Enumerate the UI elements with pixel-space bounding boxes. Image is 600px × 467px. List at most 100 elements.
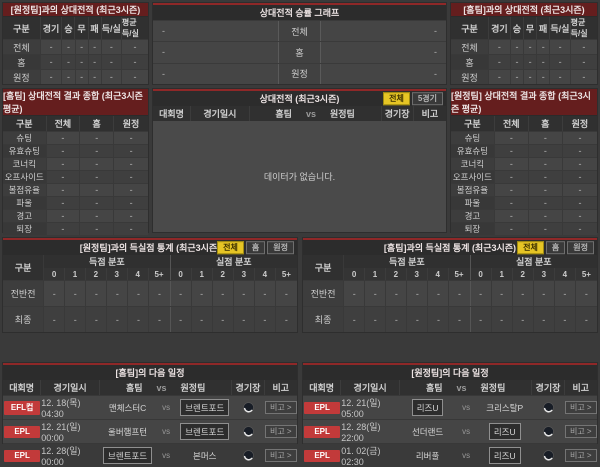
stadium-cell	[232, 396, 264, 419]
home-team: 울버햄프턴	[100, 423, 155, 440]
stadium-icon[interactable]	[543, 450, 554, 461]
note-button[interactable]: 비고 >	[564, 448, 597, 463]
filter-button[interactable]: 전체	[217, 240, 244, 255]
bins-conceded: 0 1 2 3 4 5+	[471, 268, 597, 280]
schedule-rows: EPL 12. 21(일) 05:00 리즈U vs 크리스탈P 비고 >	[303, 395, 597, 467]
filter-button[interactable]: 전체	[383, 91, 410, 106]
stat-value: -	[80, 158, 115, 170]
row-label: 최종	[3, 306, 44, 332]
note-button[interactable]: 비고 >	[264, 400, 297, 415]
stadium-icon[interactable]	[543, 426, 554, 437]
panel-title: [홈팀] 상대전적 결과 종합 (최근3시즌 평균)	[3, 89, 148, 116]
stat-value: -	[65, 281, 87, 306]
away-team-name: 리즈U	[488, 423, 521, 440]
away-team: 리즈U	[477, 423, 532, 440]
match-datetime: 12. 28(일) 00:00	[41, 446, 81, 467]
stat-value: -	[407, 307, 429, 332]
note-button[interactable]: 비고 >	[564, 424, 597, 439]
stat-value: -	[47, 223, 81, 235]
stat-value: -	[555, 281, 576, 306]
stat-value: -	[449, 307, 471, 332]
filter-button[interactable]: 원정	[267, 240, 294, 255]
stat-value: -	[129, 185, 133, 195]
panel-title: [원정팀]의 다음 일정	[303, 363, 597, 380]
stat-value: -	[89, 40, 102, 54]
stat-value: -	[495, 197, 529, 209]
stat-value: -	[529, 197, 563, 209]
stat-value: -	[495, 132, 529, 144]
stadium-icon[interactable]	[543, 402, 554, 413]
filter-button[interactable]: 원정	[567, 240, 594, 255]
row-label: 전반전	[303, 280, 344, 306]
stat-value: -	[582, 72, 586, 82]
row-values: ---	[47, 132, 149, 144]
row-values: ------	[489, 40, 597, 54]
stadium-icon[interactable]	[243, 402, 254, 413]
bin-label: 0	[471, 268, 492, 280]
match-datetime: 12. 21(일) 05:00	[341, 398, 381, 419]
bin-label: 0	[171, 268, 192, 280]
table-row: 원정 ------	[451, 69, 597, 84]
note-button[interactable]: 비고 >	[264, 424, 297, 439]
filter-button[interactable]: 홈	[245, 240, 266, 255]
note-button[interactable]: 비고 >	[564, 400, 597, 415]
table-row: 홈 ------	[451, 54, 597, 69]
table-row: ------------	[344, 306, 597, 332]
home-winrate-value: -	[162, 47, 165, 58]
home-team: 브렌트포드	[100, 447, 155, 464]
row-values: ---	[47, 197, 149, 209]
stat-value: -	[344, 307, 366, 332]
note-button[interactable]: 비고 >	[264, 448, 297, 463]
stat-value: -	[537, 55, 551, 69]
group-header-scored: 득점 분포	[344, 255, 471, 268]
stat-value: -	[107, 281, 129, 306]
note-cell: 비고 >	[264, 444, 297, 467]
stadium-cell	[532, 396, 564, 419]
col-header-total: 전체	[47, 116, 81, 131]
col-header-away-team: 원정팀	[329, 109, 355, 119]
stat-value: -	[129, 159, 133, 169]
home-team-name: 울버햄프턴	[108, 426, 148, 437]
stat-value: -	[129, 224, 133, 234]
stat-value: -	[47, 171, 81, 183]
table-row: 코너킥 ---	[3, 157, 148, 170]
league-badge: EPL	[304, 425, 341, 438]
row-label: 홈	[451, 55, 489, 69]
stat-value: -	[234, 281, 255, 306]
row-labels: 전반전 최종	[3, 280, 44, 332]
match-datetime: 12. 21(일) 00:00	[41, 422, 81, 443]
table-row: 전체 ------	[3, 39, 148, 54]
bin-label: 4	[255, 268, 276, 280]
bin-label: 5+	[454, 269, 464, 279]
panel-h2h-vs-home-team: [홈팀]과의 상대전적 (최근3시즌) 구분 경기 승 무 패 득/실 평균 득…	[450, 2, 598, 85]
group-header-scored: 득점 분포	[44, 255, 171, 268]
stat-value: -	[129, 198, 133, 208]
match-teams: 브렌트포드 vs 본머스	[100, 444, 232, 467]
stat-value: -	[511, 55, 525, 69]
summary-table-header: 구분 전체 홈 원정	[451, 116, 597, 131]
bin-label: 5+	[581, 269, 591, 279]
stat-value: -	[537, 70, 551, 84]
stat-value: -	[284, 314, 288, 325]
table-row: 코너킥 ---	[451, 157, 597, 170]
stat-value: -	[386, 307, 408, 332]
stat-value: -	[192, 281, 213, 306]
vs-label: vs	[305, 108, 316, 119]
row-values: ---	[495, 158, 597, 170]
filter-button[interactable]: 전체	[517, 240, 544, 255]
row-label-column: 구분 전반전 최종	[303, 255, 345, 332]
stadium-icon[interactable]	[243, 450, 254, 461]
col-header-loss: 패	[537, 17, 551, 39]
stat-value: -	[62, 55, 76, 69]
bin-label: 3	[234, 268, 255, 280]
stat-value: -	[578, 185, 582, 195]
group-headers: 득점 분포 실점 분포	[44, 255, 297, 268]
panel-title-bar: [홈팀]과의 득실점 통계 (최근3시즌) 전체 홈 원정	[303, 238, 597, 255]
league-cell: EPL	[3, 444, 41, 467]
bin-label: 0	[344, 268, 366, 280]
table-row: 경고 ---	[451, 209, 597, 222]
panel-summary-away-team: [원정팀] 상대전적 결과 종합 (최근3시즌 평균) 구분 전체 홈 원정 슈…	[450, 88, 598, 235]
stadium-icon[interactable]	[243, 426, 254, 437]
filter-button[interactable]: 5경기	[411, 91, 443, 106]
filter-button[interactable]: 홈	[545, 240, 566, 255]
